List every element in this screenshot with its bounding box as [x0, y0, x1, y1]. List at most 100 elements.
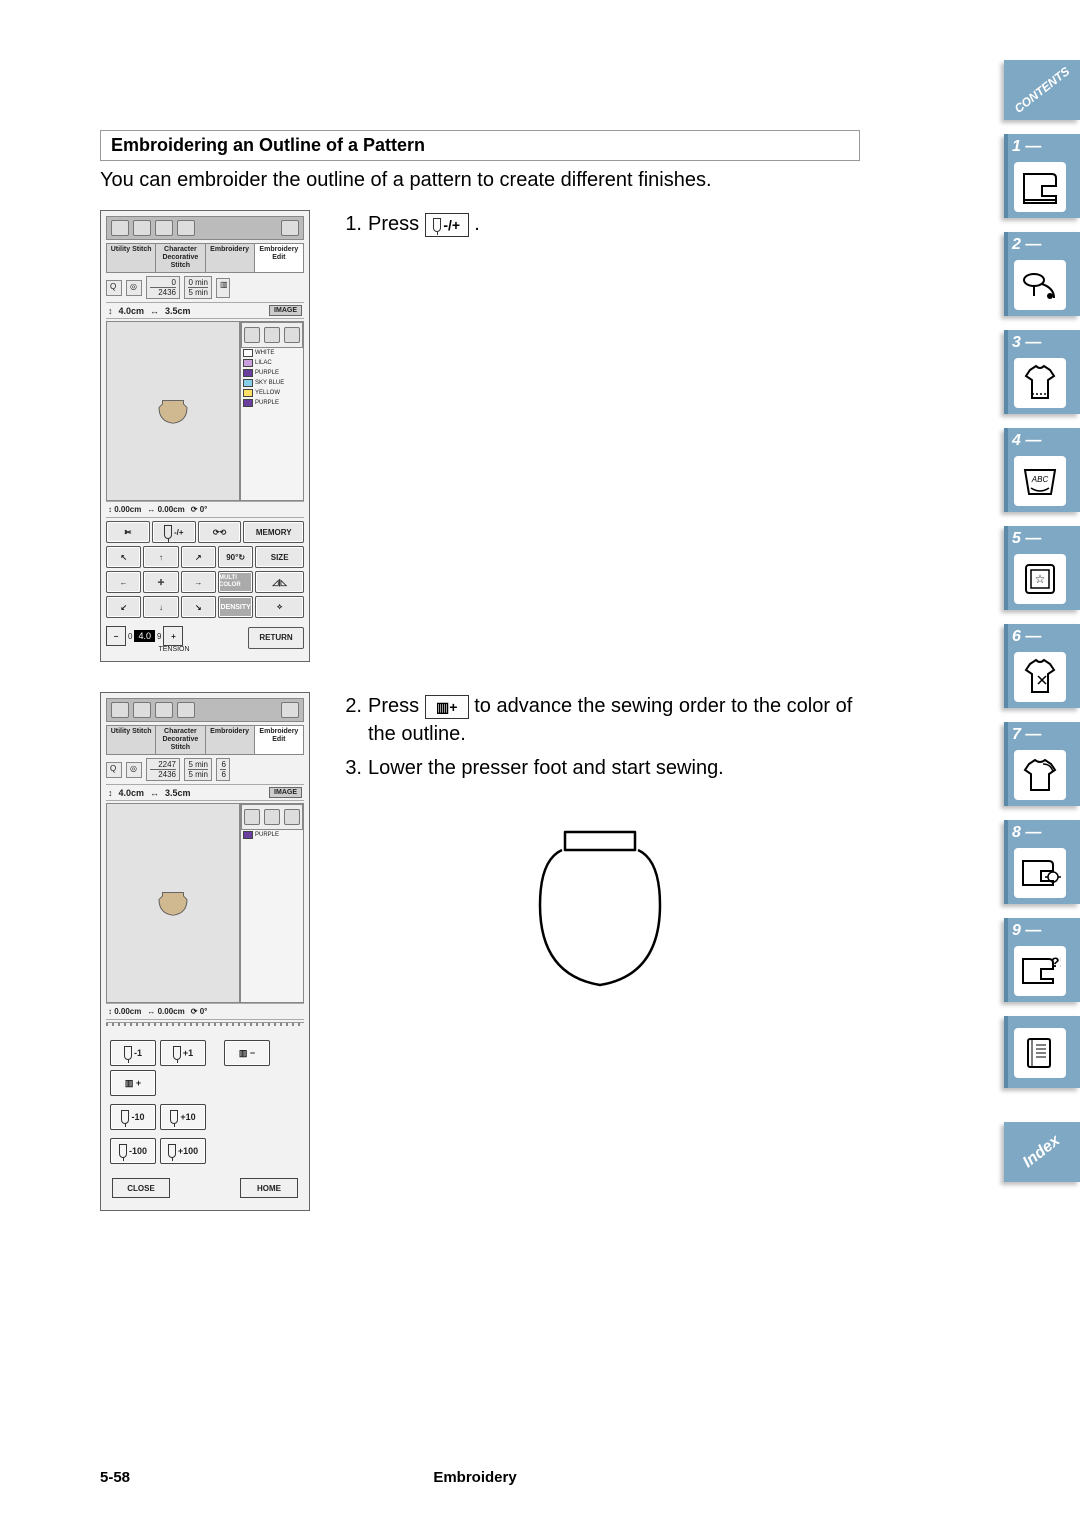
mirror2-button[interactable]: ◿|◺ — [255, 571, 304, 593]
leftright-icon: ↔ — [150, 306, 159, 316]
step-plus-10-button[interactable]: +10 — [160, 1104, 206, 1130]
needle-icon — [164, 525, 172, 539]
foot-icon: Q — [106, 280, 122, 296]
color-item: PURPLE — [241, 368, 303, 378]
lcd-screenshot-1: Utility Stitch Character Decorative Stit… — [100, 210, 310, 662]
color-list: PURPLE — [240, 803, 304, 1003]
memory-button[interactable]: MEMORY — [243, 521, 304, 543]
step-2: 2. Press ▥ + to advance the sewing order… — [340, 692, 860, 748]
topbar-icon — [133, 702, 151, 718]
move-sw-button[interactable]: ↙ — [106, 596, 141, 618]
layout-button[interactable]: ⟡ — [255, 596, 304, 618]
nav-tab-4[interactable]: 4 — ABC — [1004, 428, 1080, 512]
view-icon[interactable] — [264, 327, 280, 343]
side-navigation: CONTENTS 1 — 2 — 3 — 4 — ABC 5 — ☆ 6 — 7… — [990, 60, 1080, 1182]
mirror-button[interactable]: ⟳⟲ — [198, 521, 242, 543]
nav-tab-2[interactable]: 2 — — [1004, 232, 1080, 316]
color-item: LILAC — [241, 358, 303, 368]
tab-decorative[interactable]: Character Decorative Stitch — [156, 244, 205, 272]
svg-text:ABC: ABC — [1031, 475, 1049, 484]
view-thumbs — [241, 322, 303, 348]
shirt-icon — [1014, 358, 1066, 408]
needle-pm-button[interactable]: -/+ — [152, 521, 196, 543]
dim-height: 4.0cm — [119, 788, 145, 798]
needle-icon — [433, 218, 441, 232]
step2-prefix: Press — [368, 695, 425, 717]
lcd-screenshot-2: Utility Stitch Character Decorative Stit… — [100, 692, 310, 1211]
dim-width: 3.5cm — [165, 306, 191, 316]
image-button[interactable]: IMAGE — [269, 305, 302, 316]
view-icon[interactable] — [244, 809, 260, 825]
density-button[interactable]: DENSITY — [218, 596, 253, 618]
step-box: 6 6 — [216, 758, 230, 781]
screen-topbar — [106, 216, 304, 240]
nav-number: 9 — — [1012, 922, 1041, 940]
coordinate-row: ↕ 0.00cm ↔ 0.00cm ⟳ 0° — [106, 501, 304, 518]
view-icon[interactable] — [284, 809, 300, 825]
nav-tab-8[interactable]: 8 — — [1004, 820, 1080, 904]
color-next-inline-button: ▥ + — [425, 695, 469, 719]
topbar-icon — [281, 702, 299, 718]
contents-tab[interactable]: CONTENTS — [1004, 60, 1080, 120]
nav-tab-7[interactable]: 7 — — [1004, 722, 1080, 806]
move-se-button[interactable]: ↘ — [181, 596, 216, 618]
step-minus-100-button[interactable]: -100 — [110, 1138, 156, 1164]
tab-embroidery-edit[interactable]: Embroidery Edit — [255, 726, 303, 754]
topbar-icon — [177, 220, 195, 236]
step-3: 3. Lower the presser foot and start sewi… — [340, 754, 860, 782]
view-icon[interactable] — [284, 327, 300, 343]
move-n-button[interactable]: ↑ — [143, 546, 178, 568]
step-minus-10-button[interactable]: -10 — [110, 1104, 156, 1130]
needle-icon — [173, 1046, 181, 1060]
color-item: PURPLE — [241, 830, 303, 840]
nav-tab-6[interactable]: 6 — — [1004, 624, 1080, 708]
tab-embroidery[interactable]: Embroidery — [206, 726, 255, 754]
topbar-icon — [155, 220, 173, 236]
needle-icon — [119, 1144, 127, 1158]
nav-tab-1[interactable]: 1 — — [1004, 134, 1080, 218]
view-icon[interactable] — [264, 809, 280, 825]
svg-text:?!: ?! — [1051, 954, 1061, 970]
multicolor-button[interactable]: MULTI COLOR — [218, 571, 253, 593]
step1-text: Press — [368, 213, 425, 235]
index-tab[interactable]: Index — [1004, 1122, 1080, 1182]
nav-tab-9[interactable]: 9 — ?! — [1004, 918, 1080, 1002]
step-number: 2. — [340, 692, 362, 720]
nav-number: 8 — — [1012, 824, 1041, 842]
move-ne-button[interactable]: ↗ — [181, 546, 216, 568]
step-minus-1-button[interactable]: -1 — [110, 1040, 156, 1066]
nav-tab-5[interactable]: 5 — ☆ — [1004, 526, 1080, 610]
nav-tab-book[interactable] — [1004, 1016, 1080, 1088]
tab-embroidery-edit[interactable]: Embroidery Edit — [255, 244, 303, 272]
image-button[interactable]: IMAGE — [269, 787, 302, 798]
move-e-button[interactable]: → — [181, 571, 216, 593]
tension-plus-button[interactable]: + — [163, 626, 183, 646]
tab-utility[interactable]: Utility Stitch — [107, 726, 156, 754]
step-plus-1-button[interactable]: +1 — [160, 1040, 206, 1066]
move-nw-button[interactable]: ↖ — [106, 546, 141, 568]
move-s-button[interactable]: ↓ — [143, 596, 178, 618]
tension-minus-button[interactable]: − — [106, 626, 126, 646]
swatch-icon — [243, 349, 253, 357]
tab-embroidery[interactable]: Embroidery — [206, 244, 255, 272]
color-prev-button[interactable]: ▥ − — [224, 1040, 270, 1066]
home-button[interactable]: HOME — [240, 1178, 298, 1198]
move-w-button[interactable]: ← — [106, 571, 141, 593]
nav-tab-3[interactable]: 3 — — [1004, 330, 1080, 414]
cut-button[interactable]: ✄ — [106, 521, 150, 543]
rotate-button[interactable]: 90°↻ — [218, 546, 253, 568]
tab-decorative[interactable]: Character Decorative Stitch — [156, 726, 205, 754]
close-button[interactable]: CLOSE — [112, 1178, 170, 1198]
view-icon[interactable] — [244, 327, 260, 343]
size-button[interactable]: SIZE — [255, 546, 304, 568]
stitch-step-buttons: -1 +1 ▥ − ▥ + -10 +10 -100 +100 — [106, 1036, 304, 1168]
center-button[interactable]: ✛ — [143, 571, 178, 593]
nav-number: 6 — — [1012, 628, 1041, 646]
button-row-2: ↖ ↑ ↗ 90°↻ SIZE — [106, 546, 304, 568]
color-next-button[interactable]: ▥ + — [110, 1070, 156, 1096]
button-row-3: ← ✛ → MULTI COLOR ◿|◺ — [106, 571, 304, 593]
return-button[interactable]: RETURN — [248, 627, 304, 649]
step-plus-100-button[interactable]: +100 — [160, 1138, 206, 1164]
tab-utility[interactable]: Utility Stitch — [107, 244, 156, 272]
hoop-icon: ☆ — [1014, 554, 1066, 604]
